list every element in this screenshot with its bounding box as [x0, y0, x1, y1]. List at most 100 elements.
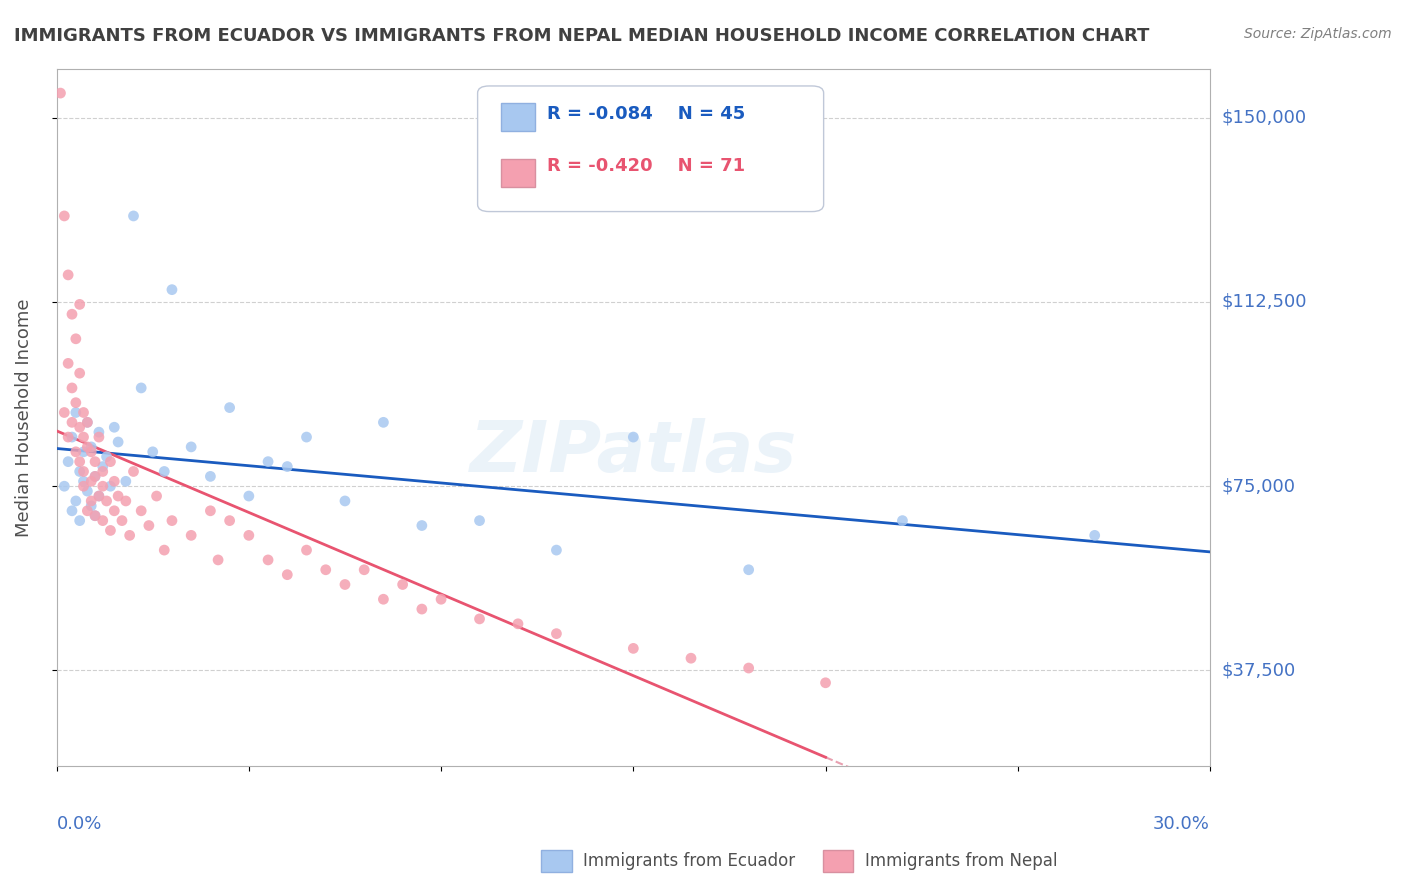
Point: [546, 543, 568, 558]
Point: [56, 268, 79, 282]
Point: [1084, 528, 1107, 542]
Point: [60, 307, 83, 321]
Text: R = -0.084    N = 45: R = -0.084 N = 45: [547, 105, 745, 123]
Text: 30.0%: 30.0%: [1153, 815, 1211, 833]
Point: [207, 553, 229, 567]
Point: [118, 528, 141, 542]
Point: [56, 430, 79, 444]
Point: [107, 489, 129, 503]
Point: [238, 528, 260, 542]
Point: [103, 420, 125, 434]
Point: [72, 479, 94, 493]
Point: [200, 469, 222, 483]
Point: [295, 430, 318, 444]
FancyBboxPatch shape: [478, 86, 824, 211]
Point: [76, 440, 98, 454]
Point: [72, 405, 94, 419]
Text: Source: ZipAtlas.com: Source: ZipAtlas.com: [1244, 27, 1392, 41]
Text: $112,500: $112,500: [1222, 293, 1306, 311]
Text: $37,500: $37,500: [1222, 662, 1295, 680]
Point: [353, 563, 375, 577]
Point: [69, 465, 91, 479]
Point: [103, 475, 125, 489]
Point: [76, 415, 98, 429]
Point: [373, 415, 395, 429]
Point: [814, 675, 837, 690]
Point: [87, 489, 110, 503]
Point: [65, 332, 87, 346]
Point: [142, 445, 165, 459]
Point: [60, 430, 83, 444]
Text: ZIPatlas: ZIPatlas: [470, 417, 797, 487]
Point: [49, 86, 72, 100]
Point: [122, 209, 145, 223]
Point: [111, 514, 134, 528]
Point: [100, 479, 122, 493]
Point: [80, 440, 103, 454]
Point: [65, 445, 87, 459]
Point: [295, 543, 318, 558]
Point: [122, 465, 145, 479]
Point: [430, 592, 453, 607]
Point: [100, 524, 122, 538]
Point: [56, 356, 79, 370]
Point: [679, 651, 702, 665]
Point: [53, 209, 76, 223]
Text: Immigrants from Ecuador: Immigrants from Ecuador: [583, 852, 796, 870]
Point: [200, 504, 222, 518]
Point: [218, 401, 240, 415]
Point: [69, 420, 91, 434]
Point: [737, 661, 759, 675]
Point: [72, 465, 94, 479]
Point: [138, 518, 160, 533]
Point: [153, 465, 176, 479]
Point: [276, 459, 298, 474]
Point: [91, 465, 114, 479]
Text: R = -0.420    N = 71: R = -0.420 N = 71: [547, 157, 745, 175]
Point: [506, 616, 529, 631]
Point: [65, 494, 87, 508]
Point: [69, 514, 91, 528]
Point: [257, 553, 280, 567]
Point: [91, 514, 114, 528]
Point: [180, 440, 202, 454]
FancyBboxPatch shape: [541, 850, 572, 872]
Point: [737, 563, 759, 577]
Point: [91, 479, 114, 493]
Point: [153, 543, 176, 558]
Point: [69, 366, 91, 380]
Point: [65, 395, 87, 409]
Point: [65, 405, 87, 419]
Point: [333, 494, 356, 508]
Point: [373, 592, 395, 607]
Point: [891, 514, 914, 528]
Text: Immigrants from Nepal: Immigrants from Nepal: [865, 852, 1057, 870]
Point: [76, 484, 98, 499]
Point: [60, 504, 83, 518]
Point: [100, 455, 122, 469]
Point: [391, 577, 413, 591]
Point: [69, 297, 91, 311]
Point: [80, 494, 103, 508]
Point: [107, 435, 129, 450]
Point: [76, 504, 98, 518]
Point: [87, 489, 110, 503]
Point: [129, 381, 152, 395]
Point: [621, 430, 644, 444]
Point: [56, 455, 79, 469]
Point: [69, 455, 91, 469]
Point: [84, 455, 107, 469]
Point: [218, 514, 240, 528]
FancyBboxPatch shape: [501, 160, 536, 187]
Point: [96, 450, 118, 464]
Point: [103, 504, 125, 518]
Point: [160, 514, 183, 528]
Text: $150,000: $150,000: [1222, 109, 1306, 127]
Point: [129, 504, 152, 518]
Point: [87, 425, 110, 439]
Point: [84, 508, 107, 523]
Point: [160, 283, 183, 297]
Text: $75,000: $75,000: [1222, 477, 1295, 495]
Point: [315, 563, 337, 577]
Text: 0.0%: 0.0%: [56, 815, 103, 833]
